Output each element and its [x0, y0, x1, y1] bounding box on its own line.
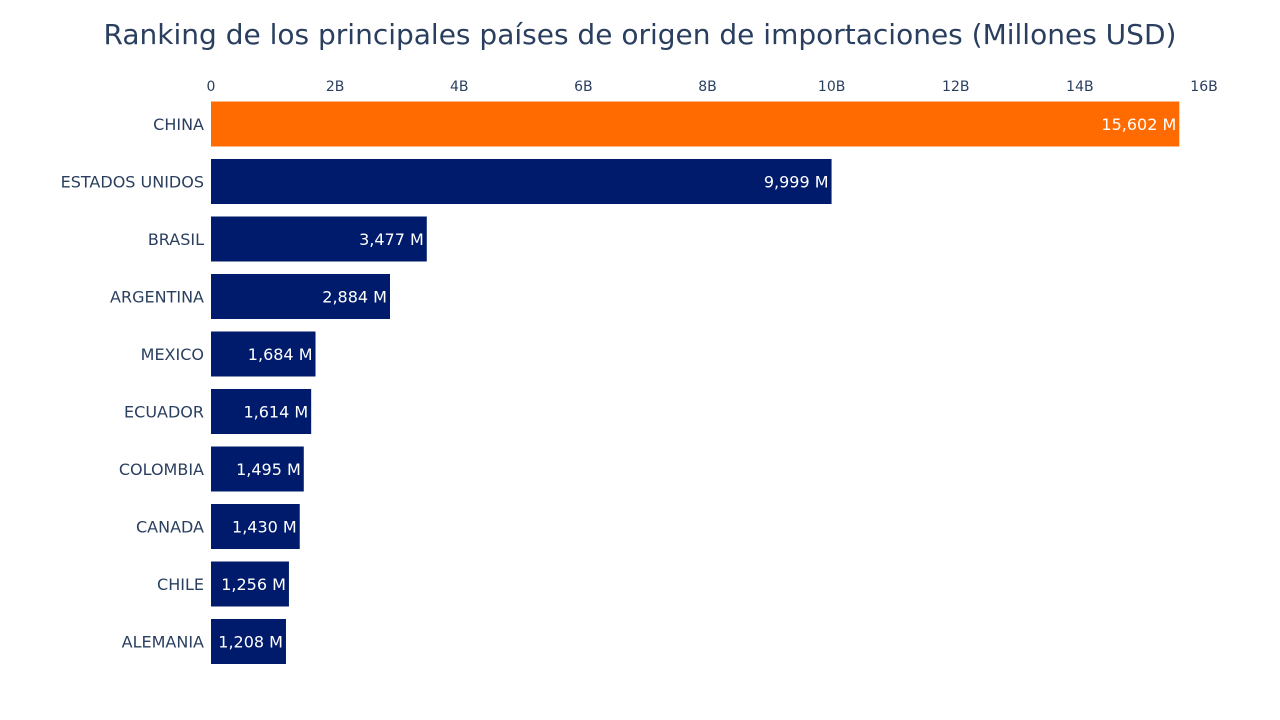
bar-value-label: 1,684 M	[248, 345, 313, 364]
category-label: BRASIL	[148, 230, 204, 249]
x-tick-label: 12B	[942, 79, 969, 95]
bar-value-label: 9,999 M	[764, 173, 829, 192]
bar	[211, 619, 286, 664]
bar-value-label: 1,256 M	[221, 575, 286, 594]
bar-value-label: 2,884 M	[322, 288, 387, 307]
bar-value-label: 1,430 M	[232, 518, 297, 537]
category-label: ECUADOR	[124, 403, 204, 422]
x-axis: 0 2B 4B 6B 8B 10B 12B 14B 16B	[207, 79, 1218, 95]
bar-value-label: 15,602 M	[1101, 115, 1176, 134]
bar-value-label: 3,477 M	[359, 230, 424, 249]
y-axis: CHINA ESTADOS UNIDOS BRASIL ARGENTINA MEXICO…	[61, 115, 204, 652]
category-label: ARGENTINA	[110, 288, 204, 307]
x-tick-label: 8B	[698, 79, 717, 95]
bar	[211, 504, 300, 549]
category-label: MEXICO	[141, 345, 204, 364]
bars: 15,602 M 9,999 M 3,477 M 2,884 M 1,684 M 1,61…	[211, 101, 1180, 664]
x-tick-label: 0	[207, 79, 216, 95]
category-label: CHILE	[157, 575, 204, 594]
x-tick-label: 14B	[1066, 79, 1093, 95]
category-label: CHINA	[153, 115, 204, 134]
category-label: COLOMBIA	[119, 460, 204, 479]
bar	[211, 561, 289, 607]
category-label: CANADA	[136, 518, 204, 537]
x-tick-label: 10B	[818, 79, 845, 95]
bar	[211, 389, 312, 434]
category-label: ESTADOS UNIDOS	[61, 173, 204, 192]
bar	[211, 216, 427, 262]
bar	[211, 101, 1180, 147]
bar-value-label: 1,495 M	[236, 460, 301, 479]
x-tick-label: 16B	[1190, 79, 1217, 95]
bar	[211, 331, 316, 377]
category-label: ALEMANIA	[122, 633, 204, 652]
x-tick-label: 4B	[450, 79, 469, 95]
bar	[211, 274, 390, 319]
bar	[211, 446, 304, 492]
x-tick-label: 2B	[326, 79, 345, 95]
bar	[211, 159, 832, 204]
bar-value-label: 1,208 M	[218, 633, 283, 652]
x-tick-label: 6B	[574, 79, 593, 95]
bar-value-label: 1,614 M	[243, 403, 308, 422]
chart-title: Ranking de los principales países de ori…	[103, 18, 1177, 51]
